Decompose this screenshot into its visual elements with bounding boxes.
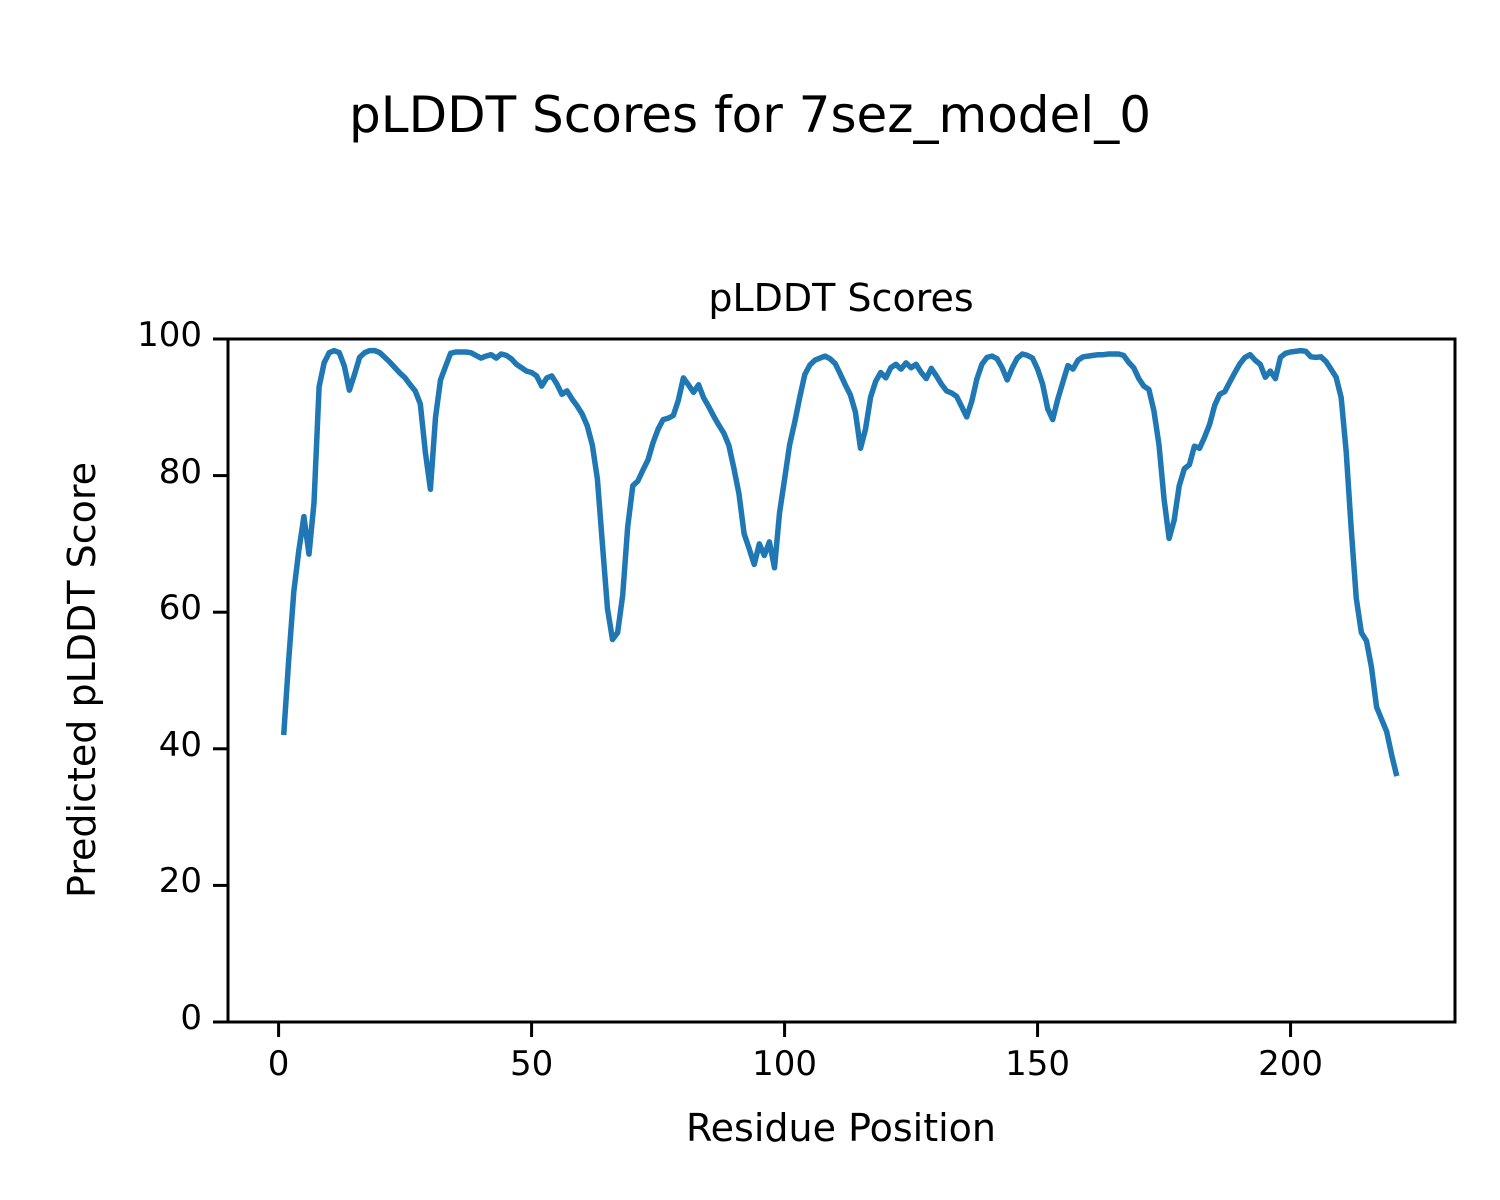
y-tick-label: 0 <box>180 998 202 1038</box>
y-tick-label: 60 <box>158 588 202 629</box>
figure-suptitle: pLDDT Scores for 7sez_model_0 <box>348 86 1152 144</box>
x-tick-label: 200 <box>1258 1044 1323 1084</box>
x-tick-label: 150 <box>1005 1044 1071 1084</box>
axes-title: pLDDT Scores <box>708 276 974 320</box>
y-tick-label: 80 <box>158 451 202 492</box>
x-tick-label: 50 <box>509 1044 554 1084</box>
y-tick-label: 20 <box>158 861 202 902</box>
plddt-score-line <box>280 347 1400 777</box>
y-tick-label: 100 <box>137 315 202 355</box>
x-tick-label: 0 <box>267 1044 290 1084</box>
y-tick-label: 40 <box>158 724 202 765</box>
x-axis-label: Residue Position <box>685 1106 997 1150</box>
x-tick-label: 100 <box>752 1044 818 1084</box>
axes-spines <box>226 337 1457 1024</box>
